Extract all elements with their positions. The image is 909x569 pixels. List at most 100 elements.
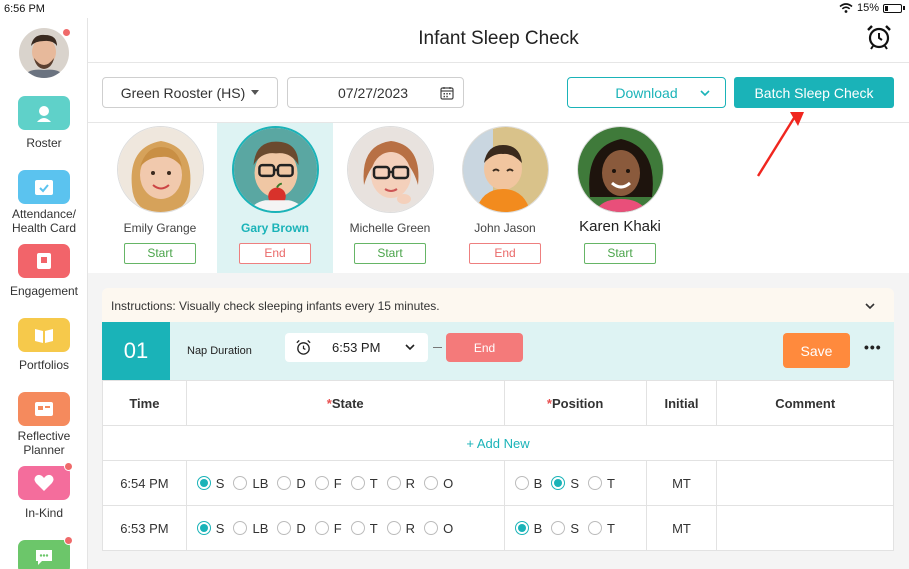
batch-sleep-check-button[interactable]: Batch Sleep Check [734,77,894,108]
roster-icon [18,96,70,130]
radio-circle[interactable] [424,521,439,535]
radio-label: LB [252,475,269,491]
caret-down-icon [251,90,260,95]
state-radio-lb[interactable]: LB [233,476,268,491]
child-photo[interactable] [231,126,319,213]
required-mark: * [546,395,552,411]
radio-circle[interactable] [350,476,365,490]
radio-circle[interactable] [551,521,566,535]
annotation-arrow-icon [756,112,804,177]
radio-circle[interactable] [386,521,401,535]
radio-circle[interactable] [587,476,602,490]
child-photo[interactable] [461,126,549,213]
state-radio-t[interactable]: T [350,476,378,491]
radio-circle[interactable] [277,521,292,535]
user-avatar[interactable] [19,28,71,78]
radio-circle[interactable] [233,521,248,535]
download-dropdown[interactable]: Download [567,77,726,108]
status-time: 6:56 PM [4,3,45,15]
state-radio-lb[interactable]: LB [233,521,268,536]
state-radio-d[interactable]: D [277,520,306,536]
position-radio-t[interactable]: T [587,521,615,536]
state-radio-group: S LB D F T R O [185,460,505,506]
avatar[interactable] [19,28,69,78]
radio-circle[interactable] [314,521,329,535]
child-photo[interactable] [576,126,664,213]
more-options-icon[interactable]: ••• [864,339,882,355]
instructions-banner[interactable]: Instructions: Visually check sleeping in… [102,288,894,322]
state-radio-s[interactable]: S [196,521,224,536]
state-radio-o[interactable]: O [424,476,453,491]
child-card-selected[interactable]: Gary Brown End [217,123,333,273]
radio-label: T [606,475,615,491]
save-button[interactable]: Save [783,333,850,368]
state-radio-t[interactable]: T [350,520,378,536]
col-header-time: Time [102,380,187,426]
start-button[interactable]: Start [354,243,426,264]
radio-label: D [296,475,306,491]
radio-circle[interactable] [551,476,566,490]
start-button[interactable]: Start [124,243,196,264]
sidebar-item-messages[interactable] [0,536,88,569]
position-radio-b[interactable]: B [514,476,542,491]
heart-icon [18,462,73,500]
row-comment[interactable] [716,460,894,506]
battery-icon [883,3,902,13]
child-photo[interactable] [116,126,204,213]
position-radio-s[interactable]: S [551,521,579,536]
state-radio-o[interactable]: O [424,521,453,536]
child-card[interactable]: Karen Khaki Start [562,123,678,273]
state-radio-f[interactable]: F [314,521,342,536]
date-picker[interactable]: 07/27/2023 [287,77,464,108]
start-button[interactable]: Start [584,243,656,264]
position-radio-s[interactable]: S [551,476,579,491]
state-radio-r[interactable]: R [386,521,415,536]
position-radio-t[interactable]: T [587,475,615,491]
sidebar-item-planner[interactable]: Reflective Planner [0,392,88,457]
radio-circle[interactable] [277,476,292,490]
state-radio-s[interactable]: S [196,476,224,491]
position-radio-b[interactable]: B [514,521,542,536]
sidebar-item-portfolios[interactable]: Portfolios [0,318,88,372]
radio-circle[interactable] [233,476,248,490]
child-photo[interactable] [346,126,434,213]
instructions-text: Instructions: Visually check sleeping in… [111,299,440,313]
planner-icon [18,392,70,426]
nap-start-time-select[interactable]: 6:53 PM [285,333,428,362]
sidebar-item-attendance[interactable]: Attendance/ Health Card [0,170,88,235]
child-card[interactable]: Michelle Green Start [332,123,448,273]
state-radio-f[interactable]: F [314,476,342,491]
radio-circle[interactable] [196,521,211,535]
chevron-down-icon[interactable] [864,300,876,312]
sidebar-item-engagement[interactable]: Engagement [0,244,88,298]
radio-circle[interactable] [424,476,439,490]
child-card[interactable]: John Jason End [447,123,563,273]
radio-label: T [369,520,378,536]
radio-circle[interactable] [196,476,211,490]
radio-circle[interactable] [386,476,401,490]
sidebar-item-in-kind[interactable]: In-Kind [0,462,88,520]
add-new-link[interactable]: + Add New [102,425,894,461]
engagement-icon [18,244,70,278]
radio-circle[interactable] [514,521,529,535]
row-time: 6:53 PM [102,505,187,551]
child-name: Emily Grange [123,221,197,235]
nap-end-button[interactable]: End [446,333,523,362]
alarm-clock-icon[interactable] [865,23,893,51]
state-radio-r[interactable]: R [386,476,415,491]
battery-percent: 15% [856,2,879,14]
date-value: 07/27/2023 [338,84,409,101]
radio-circle[interactable] [314,476,329,490]
end-button[interactable]: End [469,243,541,264]
state-radio-d[interactable]: D [277,475,306,491]
sidebar-item-roster[interactable]: Roster [0,96,88,150]
radio-circle[interactable] [350,521,365,535]
radio-circle[interactable] [587,521,602,535]
radio-circle[interactable] [514,476,529,490]
classroom-select[interactable]: Green Rooster (HS) [102,77,278,108]
radio-label: D [296,520,306,536]
row-comment[interactable] [716,505,894,551]
end-button[interactable]: End [239,243,311,264]
table-row: 6:53 PM S LB D F T R O B S T MT [102,505,894,551]
child-card[interactable]: Emily Grange Start [102,123,218,273]
